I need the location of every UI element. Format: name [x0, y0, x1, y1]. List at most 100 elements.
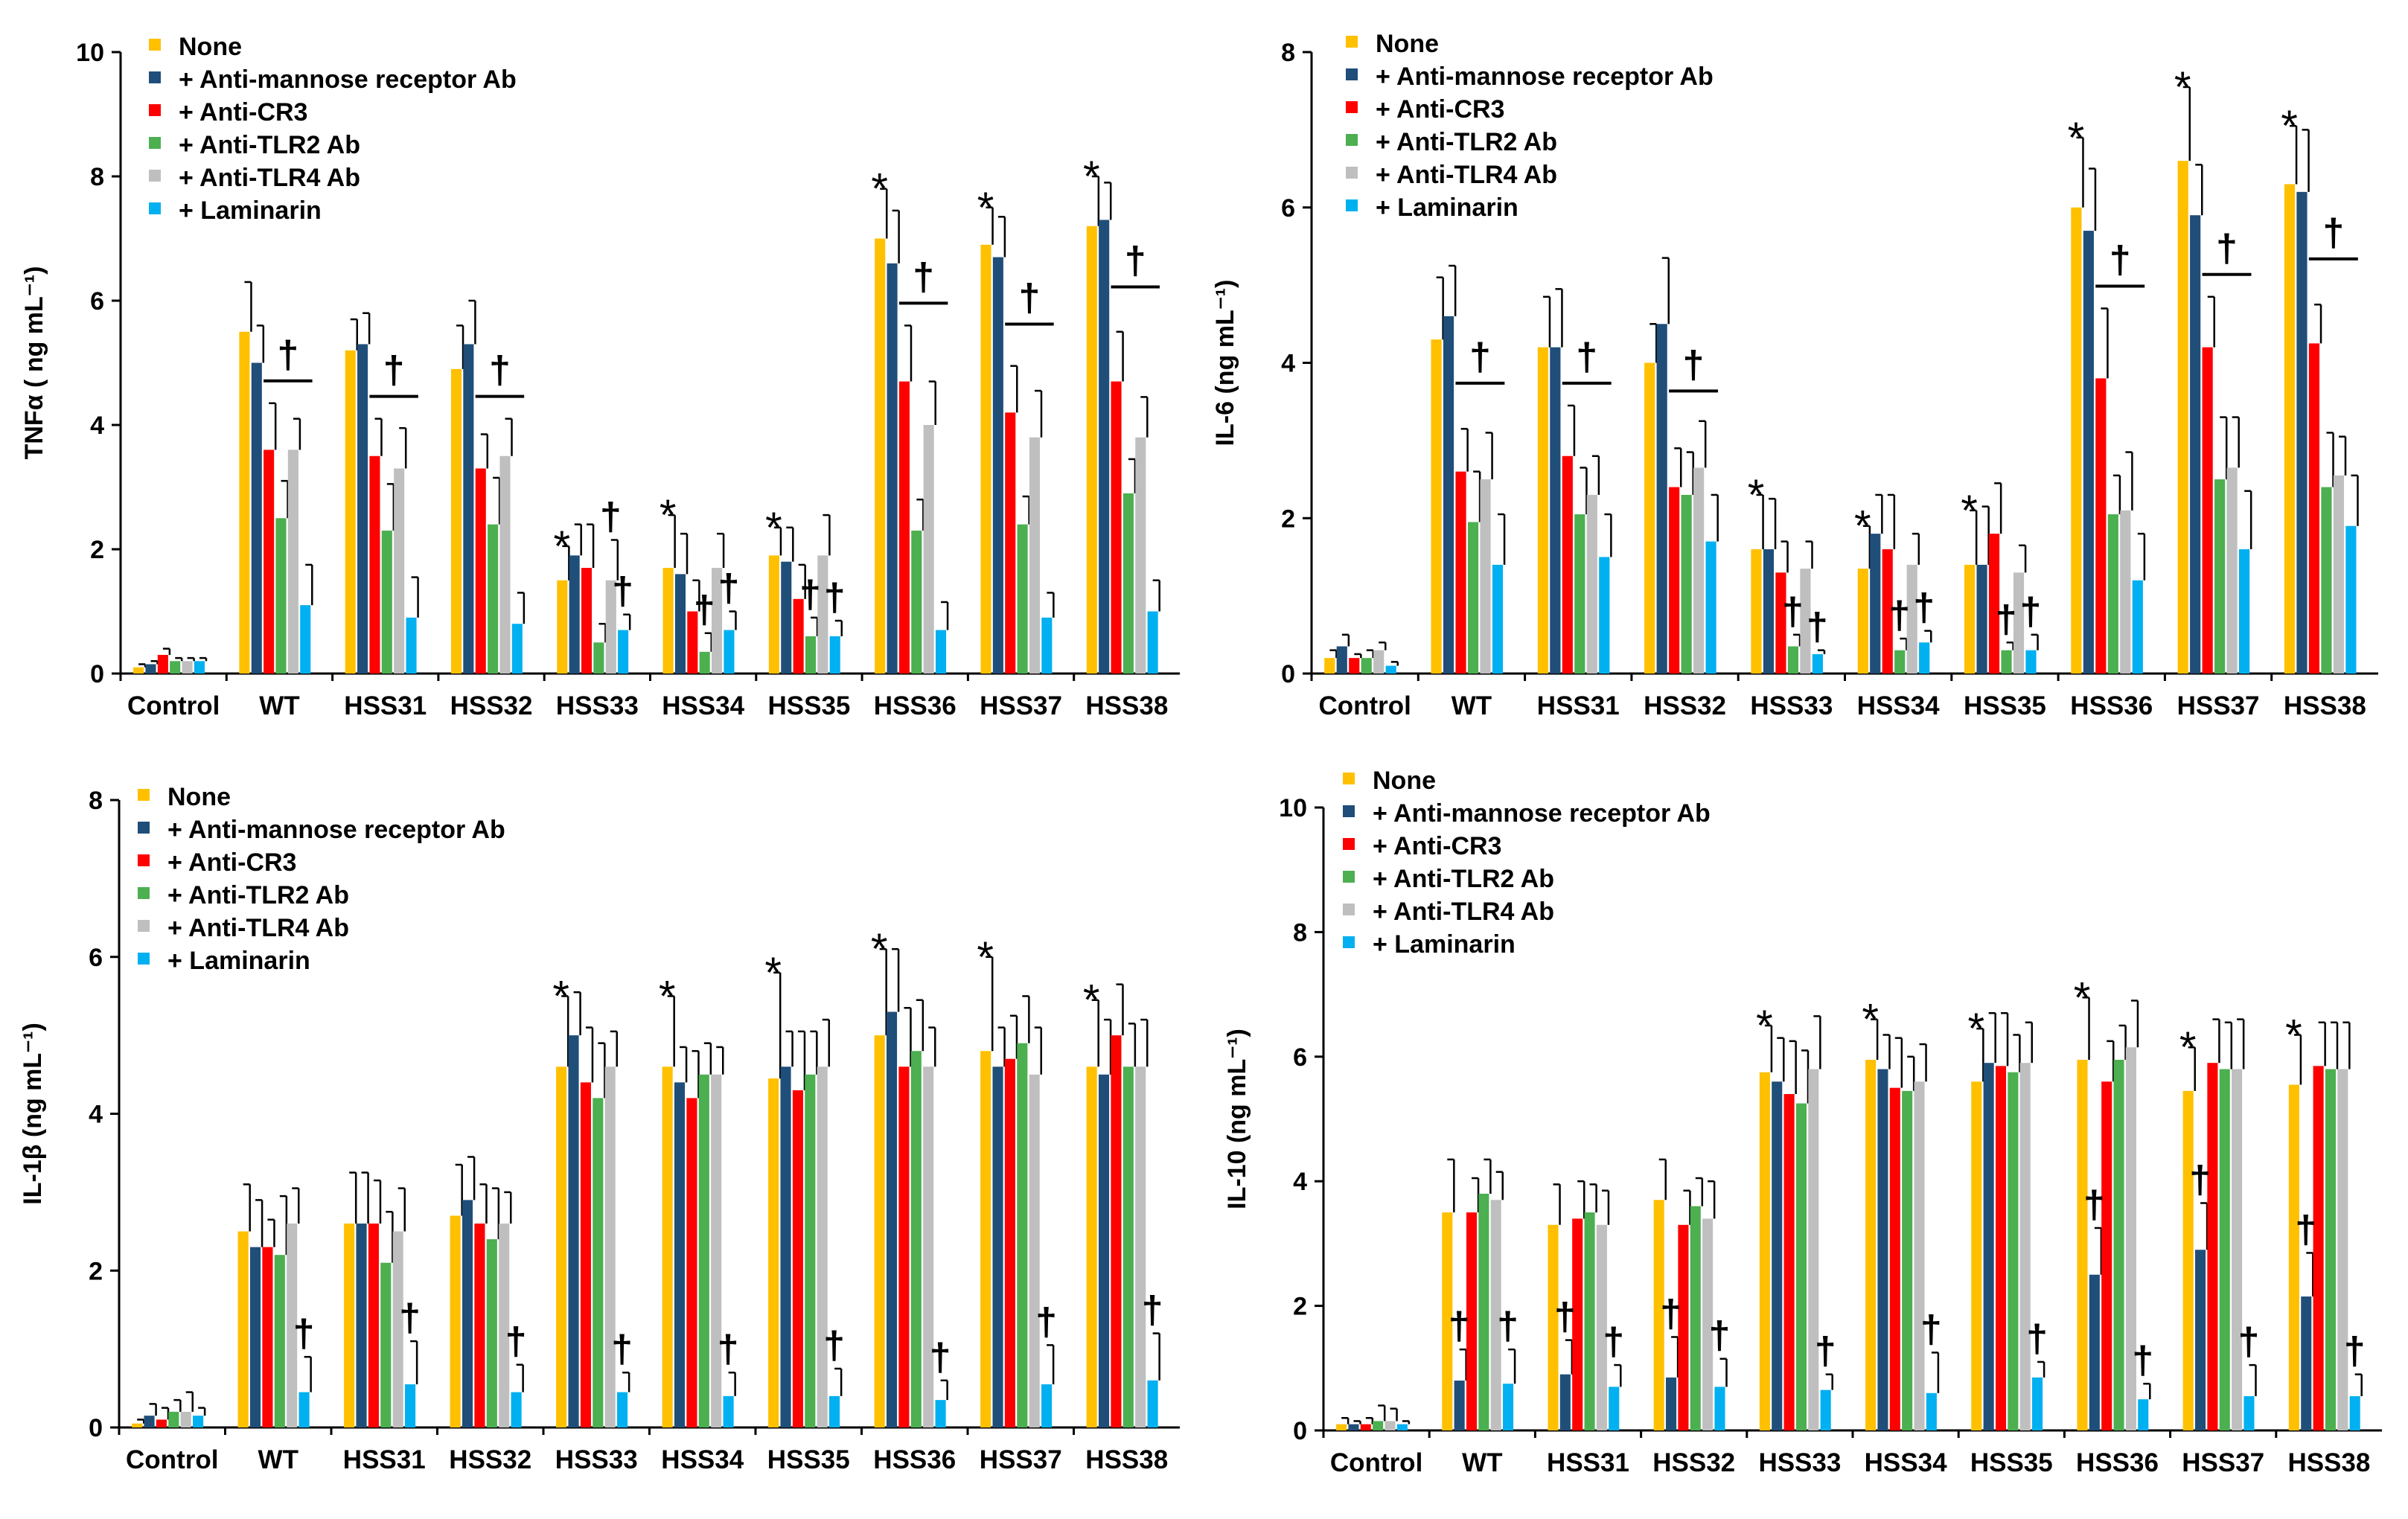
significance-dagger: † [718, 1328, 739, 1371]
legend-label: + Anti-TLR2 Ab [1376, 128, 1557, 156]
panel-il-1-beta: 0 2 4 6 8 IL-1β (ng mL⁻¹) Control WT HSS31 HSS32 H… [19, 783, 1180, 1474]
legend-swatch [138, 920, 150, 932]
bar [1361, 658, 1372, 674]
bar [463, 344, 474, 674]
legend-swatch [1343, 904, 1355, 915]
bar [768, 1078, 779, 1427]
legend-swatch [1346, 36, 1358, 48]
bar [568, 1035, 579, 1427]
bar [2008, 1072, 2019, 1430]
bar [593, 1098, 604, 1427]
bar [2296, 191, 2308, 674]
bar [1983, 1063, 1994, 1430]
y-tick-label: 6 [89, 944, 103, 972]
bar [2333, 475, 2344, 674]
bar [1086, 1067, 1097, 1427]
bar [474, 1224, 485, 1427]
x-tick-label: HSS33 [556, 691, 639, 720]
legend: None + Anti-mannose receptor Ab + Anti-CR3… [149, 33, 517, 225]
bar [499, 1224, 510, 1427]
x-tick-label: HSS34 [661, 1445, 744, 1474]
significance-star: * [1748, 471, 1765, 519]
x-tick-label: HSS35 [767, 691, 850, 720]
legend-label: + Laminarin [179, 196, 322, 225]
y-tick-label: 2 [89, 1257, 103, 1285]
bar [1666, 1377, 1677, 1430]
bar [1763, 549, 1775, 674]
legend-label: + Anti-mannose receptor Ab [179, 65, 517, 94]
x-tick-label: HSS32 [449, 1445, 531, 1474]
legend-swatch [1343, 773, 1355, 784]
significance-star: * [764, 949, 782, 997]
bar [898, 381, 910, 674]
legend-swatch [1343, 838, 1355, 850]
bar [475, 468, 486, 674]
significance-star: * [765, 504, 782, 552]
bar [264, 450, 275, 674]
y-tick-label: 0 [1293, 1417, 1307, 1445]
bar [923, 1067, 934, 1427]
significance-star: * [2285, 1011, 2302, 1060]
bar [298, 1392, 310, 1427]
significance-star: * [2179, 1023, 2197, 1072]
legend-label: + Anti-TLR4 Ab [1373, 898, 1554, 926]
bar [886, 1011, 898, 1427]
bar [556, 1067, 567, 1427]
bar [1336, 1424, 1347, 1430]
significance-dagger: † [1125, 239, 1146, 282]
significance-dagger: † [1913, 586, 1935, 630]
bar [344, 1224, 355, 1427]
bar [193, 1416, 204, 1427]
bar [180, 1411, 191, 1427]
x-tick-label: HSS38 [1085, 1445, 1168, 1474]
bar [2089, 1274, 2100, 1430]
bar [2219, 1069, 2230, 1430]
bar [618, 630, 629, 674]
bar [2190, 215, 2201, 674]
bar [2284, 184, 2296, 674]
bar [1584, 1212, 1595, 1430]
significance-dagger: † [2110, 238, 2131, 281]
legend-label: None [167, 783, 231, 811]
bar [168, 1411, 179, 1427]
y-tick-label: 10 [76, 39, 104, 67]
bar [1882, 549, 1893, 674]
bar [910, 1051, 922, 1427]
significance-star: * [1968, 1005, 1985, 1053]
significance-dagger: † [2132, 1339, 2153, 1382]
bar [1995, 1066, 2007, 1430]
panel-il-10: 0 2 4 6 8 10 IL-10 (ng mL⁻¹) Control WT HSS31 HSS3… [1223, 767, 2382, 1477]
bar [557, 580, 568, 674]
bar [2202, 347, 2213, 674]
significance-dagger: † [1449, 1305, 1470, 1348]
significance-dagger: † [1888, 594, 1910, 637]
x-tick-label: HSS34 [1865, 1448, 1947, 1477]
bar [392, 1231, 403, 1427]
bar [1693, 467, 1705, 674]
bar [1360, 1424, 1371, 1430]
legend-swatch [1343, 871, 1355, 883]
bar [605, 580, 616, 674]
bar [2195, 1250, 2206, 1430]
bar [2071, 207, 2082, 674]
bar [1017, 1043, 1028, 1427]
bar [2214, 479, 2226, 674]
bar [156, 1419, 167, 1427]
bar [157, 654, 168, 674]
significance-dagger: † [1603, 1320, 1624, 1363]
x-tick-label: HSS32 [1652, 1448, 1735, 1477]
bar [1111, 381, 1122, 674]
significance-dagger: † [1660, 1292, 1682, 1335]
bar [1902, 1090, 1913, 1430]
bar [1135, 1067, 1146, 1427]
bar [262, 1247, 273, 1427]
x-tick-label: HSS37 [2177, 691, 2260, 720]
bar [1324, 658, 1335, 674]
bar [2321, 487, 2332, 674]
legend-swatch [149, 137, 161, 149]
bar [287, 450, 298, 674]
significance-dagger: † [1996, 598, 2017, 641]
bar [1574, 514, 1585, 674]
bar [829, 1395, 840, 1427]
bar [1455, 471, 1466, 674]
